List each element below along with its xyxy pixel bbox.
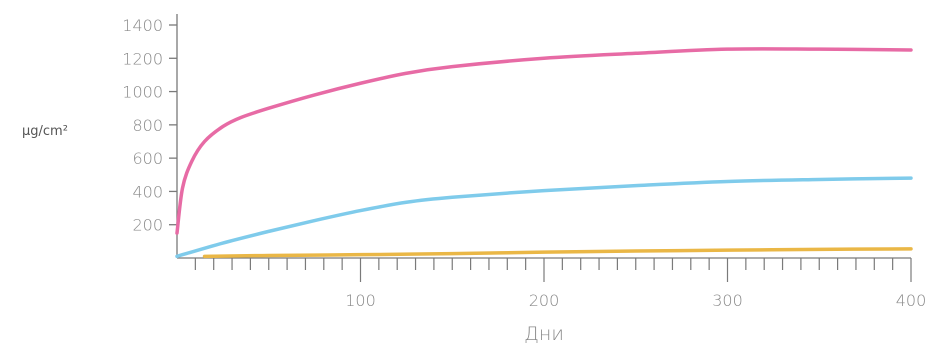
y-tick-label-1: 400 (132, 182, 163, 201)
y-tick-label-5: 1200 (122, 49, 163, 68)
x-axis-label: Дни (524, 323, 564, 345)
x-tick-label-3: 400 (896, 291, 927, 310)
x-tick-label-2: 300 (712, 291, 743, 310)
series-line-0 (175, 47, 913, 235)
y-tick-label-4: 1000 (122, 83, 163, 102)
x-axis: 100 200 300 400 (177, 257, 927, 310)
series-layer (175, 47, 913, 259)
y-axis-label: µg/cm² (22, 124, 68, 139)
y-tick-label-2: 600 (132, 149, 163, 168)
series-line-2 (202, 247, 913, 259)
y-tick-label-0: 200 (132, 216, 163, 235)
y-tick-label-6: 1400 (122, 16, 163, 35)
y-tick-label-3: 800 (132, 116, 163, 135)
x-tick-label-1: 200 (529, 291, 560, 310)
y-axis: 200 400 600 800 1000 1200 1400 (122, 14, 178, 258)
x-tick-label-0: 100 (345, 291, 376, 310)
series-line-1 (175, 176, 913, 259)
